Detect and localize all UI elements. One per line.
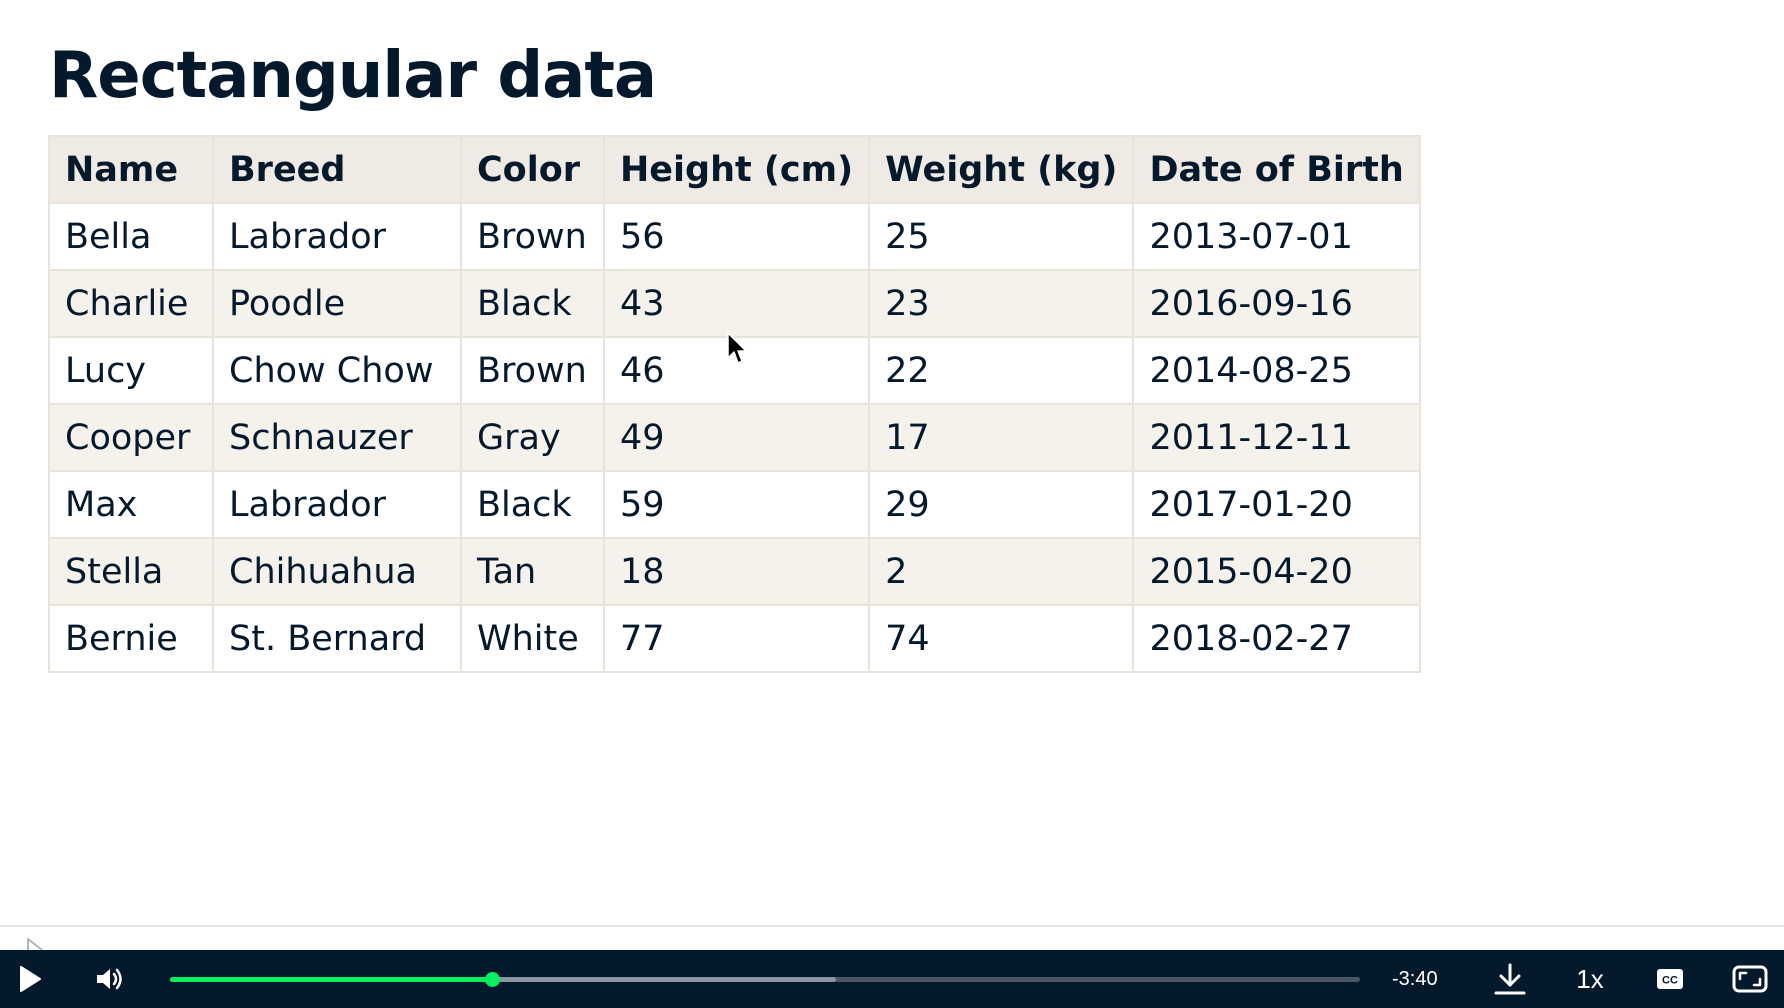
table-cell: 2013-07-01 bbox=[1132, 202, 1421, 271]
slide-title: Rectangular data bbox=[49, 39, 657, 113]
table-cell: 2017-01-20 bbox=[1132, 470, 1421, 539]
table-cell: Black bbox=[460, 269, 605, 338]
table-header-row: Name Breed Color Height (cm) Weight (kg)… bbox=[48, 135, 1421, 204]
table-cell: Bella bbox=[48, 202, 214, 271]
captions-button[interactable]: CC bbox=[1652, 950, 1688, 1008]
table-cell: Black bbox=[460, 470, 605, 539]
data-table: Name Breed Color Height (cm) Weight (kg)… bbox=[48, 135, 1421, 673]
svg-text:CC: CC bbox=[1662, 975, 1678, 987]
progress-track[interactable] bbox=[170, 972, 1360, 987]
slide: Rectangular data Name Breed Color Height… bbox=[48, 39, 1421, 673]
volume-icon bbox=[97, 968, 122, 990]
play-outline-icon bbox=[27, 938, 43, 950]
column-header-weight: Weight (kg) bbox=[868, 135, 1135, 204]
progress-buffered bbox=[170, 977, 837, 982]
column-header-date-of-birth: Date of Birth bbox=[1132, 135, 1421, 204]
table-cell: 29 bbox=[868, 470, 1135, 539]
mouse-cursor-icon bbox=[727, 332, 747, 364]
table-cell: 59 bbox=[602, 470, 871, 539]
playback-speed-button[interactable]: 1x bbox=[1576, 963, 1604, 994]
player-divider bbox=[0, 925, 1784, 927]
download-icon bbox=[1494, 963, 1526, 995]
table-cell: Poodle bbox=[212, 269, 462, 338]
play-button[interactable] bbox=[10, 950, 50, 1008]
volume-button[interactable] bbox=[88, 950, 132, 1008]
table-cell: Tan bbox=[460, 537, 605, 606]
table-row: Max Labrador Black 59 29 2017-01-20 bbox=[48, 470, 1421, 539]
table-cell: 22 bbox=[868, 336, 1135, 405]
fullscreen-icon bbox=[1732, 965, 1768, 993]
table-cell: Chihuahua bbox=[212, 537, 462, 606]
progress-scrubber-handle[interactable] bbox=[485, 972, 501, 987]
table-cell: 56 bbox=[602, 202, 871, 271]
table-row: Charlie Poodle Black 43 23 2016-09-16 bbox=[48, 269, 1421, 338]
table-cell: 2018-02-27 bbox=[1132, 604, 1421, 673]
cc-icon: CC bbox=[1657, 969, 1683, 989]
table-row: Stella Chihuahua Tan 18 2 2015-04-20 bbox=[48, 537, 1421, 606]
table-cell: 25 bbox=[868, 202, 1135, 271]
video-control-bar: -3:40 1x CC bbox=[0, 950, 1784, 1008]
download-button[interactable] bbox=[1490, 950, 1530, 1008]
column-header-height: Height (cm) bbox=[602, 135, 871, 204]
table-cell: 74 bbox=[868, 604, 1135, 673]
table-cell: 77 bbox=[602, 604, 871, 673]
column-header-name: Name bbox=[48, 135, 214, 204]
time-remaining: -3:40 bbox=[1392, 968, 1438, 990]
table-row: Cooper Schnauzer Gray 49 17 2011-12-11 bbox=[48, 403, 1421, 472]
table-cell: Brown bbox=[460, 336, 605, 405]
table-cell: Cooper bbox=[48, 403, 214, 472]
table-cell: 2011-12-11 bbox=[1132, 403, 1421, 472]
table-cell: Max bbox=[48, 470, 214, 539]
table-cell: Labrador bbox=[212, 202, 462, 271]
table-cell: 49 bbox=[602, 403, 871, 472]
table-cell: St. Bernard bbox=[212, 604, 462, 673]
table-cell: 43 bbox=[602, 269, 871, 338]
table-cell: Brown bbox=[460, 202, 605, 271]
table-cell: 17 bbox=[868, 403, 1135, 472]
table-row: Bernie St. Bernard White 77 74 2018-02-2… bbox=[48, 604, 1421, 673]
table-cell: 2016-09-16 bbox=[1132, 269, 1421, 338]
table-cell: Bernie bbox=[48, 604, 214, 673]
table-row: Bella Labrador Brown 56 25 2013-07-01 bbox=[48, 202, 1421, 271]
table-cell: Gray bbox=[460, 403, 605, 472]
table-cell: Lucy bbox=[48, 336, 214, 405]
column-header-breed: Breed bbox=[212, 135, 462, 204]
table-cell: 23 bbox=[868, 269, 1135, 338]
table-cell: 18 bbox=[602, 537, 871, 606]
table-cell: 2 bbox=[868, 537, 1135, 606]
table-cell: Schnauzer bbox=[212, 403, 462, 472]
table-row: Lucy Chow Chow Brown 46 22 2014-08-25 bbox=[48, 336, 1421, 405]
table-cell: 2015-04-20 bbox=[1132, 537, 1421, 606]
table-cell: White bbox=[460, 604, 605, 673]
table-cell: Chow Chow bbox=[212, 336, 462, 405]
table-cell: 2014-08-25 bbox=[1132, 336, 1421, 405]
table-cell: Labrador bbox=[212, 470, 462, 539]
table-cell: Charlie bbox=[48, 269, 214, 338]
column-header-color: Color bbox=[460, 135, 605, 204]
fullscreen-button[interactable] bbox=[1730, 950, 1770, 1008]
table-cell: Stella bbox=[48, 537, 214, 606]
progress-played bbox=[170, 977, 493, 982]
play-icon bbox=[20, 966, 41, 992]
